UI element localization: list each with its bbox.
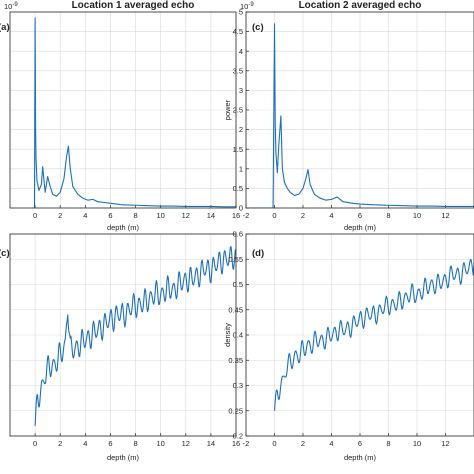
- x-tick-label: 8: [386, 211, 390, 220]
- panel-d: -2 0 2 4 6 8 10 12 0.2 0.25 0.3 0.35 0.4 0.45 0.5 0.55 0…: [223, 230, 474, 462]
- x-axis-label: depth (m): [344, 223, 377, 232]
- x-tick-label: 0: [33, 211, 37, 220]
- x-axis-label: depth (m): [344, 453, 377, 462]
- y-tick-label: 1: [239, 164, 243, 173]
- y-tick-label: 2: [239, 125, 243, 134]
- panel-label: (c): [252, 22, 264, 33]
- y-axis-label: power: [223, 99, 232, 120]
- y-tick-label: 3.5: [233, 66, 243, 75]
- panel-label: (d): [252, 248, 264, 259]
- y-tick-label: 0.5: [233, 184, 243, 193]
- x-tick-label: 16: [232, 211, 240, 220]
- y-tick-label: 1.5: [233, 145, 243, 154]
- x-tick-label: 12: [182, 211, 190, 220]
- y-tick-label: 4: [239, 47, 243, 56]
- panel-c: -2 0 2 4 6 8 10 1200.511.522.533.544.55Location…: [223, 0, 474, 232]
- panel-b: 0 2 4 6 8 10 12 14 16 depth (m) (c): [0, 233, 240, 462]
- x-tick-label: 10: [413, 211, 421, 220]
- series-line-d-0: [273, 259, 474, 411]
- y-tick-label: 5: [239, 8, 243, 17]
- x-tick-label: 0: [272, 211, 276, 220]
- exponent-label: 10-9: [240, 2, 254, 11]
- x-tick-label: -2: [243, 439, 250, 448]
- x-tick-label: 2: [301, 439, 305, 448]
- series-line-a-0: [32, 17, 236, 208]
- x-tick-label: 6: [108, 211, 112, 220]
- x-tick-label: 12: [441, 211, 449, 220]
- x-tick-label: 4: [83, 211, 87, 220]
- x-tick-label: 6: [358, 211, 362, 220]
- series-line-b-0: [34, 246, 236, 426]
- y-axis-label: density: [223, 323, 232, 347]
- x-axis-label: depth (m): [107, 223, 140, 232]
- y-tick-label: 0.35: [228, 356, 243, 365]
- y-tick-label: 0: [239, 204, 243, 213]
- x-axis-label: depth (m): [107, 453, 140, 462]
- x-tick-label: 10: [156, 211, 164, 220]
- x-tick-label: 8: [133, 211, 137, 220]
- y-tick-label: 0.2: [233, 432, 243, 441]
- x-tick-label: 0: [33, 439, 37, 448]
- plot-frame: [245, 233, 474, 437]
- x-tick-label: 6: [358, 439, 362, 448]
- y-tick-label: 0.5: [233, 280, 243, 289]
- x-tick-label: 6: [108, 439, 112, 448]
- chart-title: Location 1 averaged echo: [72, 0, 195, 11]
- plot-frame: [9, 11, 237, 209]
- x-tick-label: 2: [58, 211, 62, 220]
- y-tick-label: 0.4: [233, 331, 243, 340]
- x-tick-label: -2: [243, 211, 250, 220]
- y-tick-label: 4.5: [233, 27, 243, 36]
- x-tick-label: 12: [182, 439, 190, 448]
- plot-frame: [9, 233, 237, 437]
- x-tick-label: 10: [156, 439, 164, 448]
- x-tick-label: 4: [83, 439, 87, 448]
- x-tick-label: 2: [58, 439, 62, 448]
- exponent-label: 10-9: [4, 2, 18, 11]
- plot-frame: [245, 11, 474, 209]
- x-tick-label: 10: [413, 439, 421, 448]
- x-tick-label: 0: [272, 439, 276, 448]
- x-tick-label: 8: [386, 439, 390, 448]
- chart-title: Location 2 averaged echo: [299, 0, 422, 11]
- x-tick-label: 4: [329, 211, 333, 220]
- panel-label: (a): [0, 22, 10, 33]
- panel-label: (c): [0, 248, 10, 259]
- y-tick-label: 3: [239, 86, 243, 95]
- y-tick-label: 2.5: [233, 106, 243, 115]
- y-tick-label: 0.3: [233, 381, 243, 390]
- x-tick-label: 14: [207, 439, 215, 448]
- x-tick-label: 2: [301, 211, 305, 220]
- x-tick-label: 4: [329, 439, 333, 448]
- series-line-c-0: [246, 23, 474, 208]
- x-tick-label: 12: [441, 439, 449, 448]
- y-tick-label: 0.6: [233, 230, 243, 239]
- x-tick-label: 8: [133, 439, 137, 448]
- y-tick-label: 0.55: [228, 255, 243, 264]
- y-tick-label: 0.45: [228, 305, 243, 314]
- x-tick-label: 14: [207, 211, 215, 220]
- y-tick-label: 0.25: [228, 406, 243, 415]
- x-tick-label: 16: [232, 439, 240, 448]
